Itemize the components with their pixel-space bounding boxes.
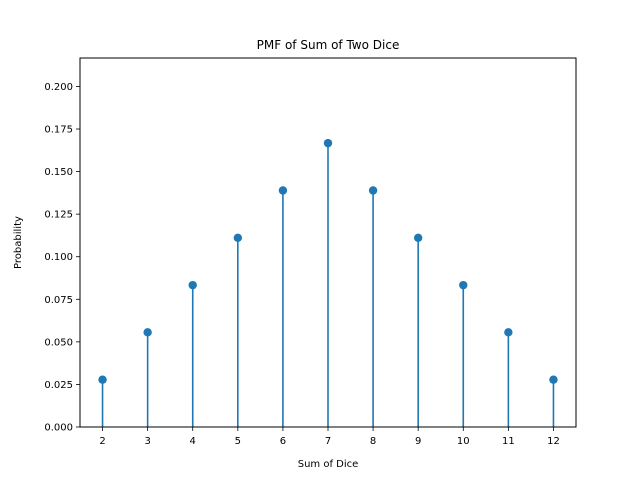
stem-marker-3: [143, 328, 152, 337]
x-axis: 2 3 4 5 6 7 8 9 10 11 12: [99, 427, 560, 447]
y-tick-label-2: 0.050: [44, 337, 73, 348]
y-tick-label-0: 0.000: [44, 423, 73, 434]
stem-marker-10: [459, 280, 468, 290]
y-tick-label-1: 0.025: [44, 380, 73, 391]
y-tick-label-3: 0.075: [44, 295, 73, 306]
x-tick-label-8: 8: [370, 436, 376, 447]
chart-title: PMF of Sum of Two Dice: [257, 38, 400, 52]
x-tick-label-2: 2: [99, 436, 105, 447]
x-tick-label-5: 5: [235, 436, 241, 447]
x-tick-label-9: 9: [415, 436, 421, 447]
x-tick-label-7: 7: [325, 436, 331, 447]
y-tick-label-8: 0.200: [44, 82, 73, 93]
y-tick-label-7: 0.175: [44, 125, 73, 136]
y-tick-label-4: 0.100: [44, 252, 73, 263]
y-axis-label: Probability: [13, 216, 24, 269]
stem-marker-11: [504, 328, 513, 337]
x-axis-label: Sum of Dice: [298, 459, 359, 470]
stem-marker-8: [368, 186, 378, 195]
plot-area: [98, 138, 558, 427]
stem-marker-5: [233, 233, 243, 243]
y-axis: 0.000 0.025 0.050 0.075 0.100 0.125 0.150 0.175…: [44, 82, 80, 434]
x-tick-label-3: 3: [144, 436, 150, 447]
x-tick-label-6: 6: [280, 436, 286, 447]
x-tick-label-4: 4: [190, 436, 196, 447]
stem-marker-2: [98, 375, 107, 384]
y-tick-label-5: 0.125: [44, 210, 73, 221]
stem-marker-7: [323, 138, 333, 148]
stem-marker-6: [278, 186, 288, 195]
stem-marker-12: [549, 375, 558, 384]
x-tick-label-12: 12: [547, 436, 560, 447]
stem-marker-9: [413, 233, 423, 243]
x-tick-label-11: 11: [502, 436, 515, 447]
stem-marker-4: [188, 280, 197, 290]
x-tick-label-10: 10: [457, 436, 470, 447]
y-tick-label-6: 0.150: [44, 167, 73, 178]
